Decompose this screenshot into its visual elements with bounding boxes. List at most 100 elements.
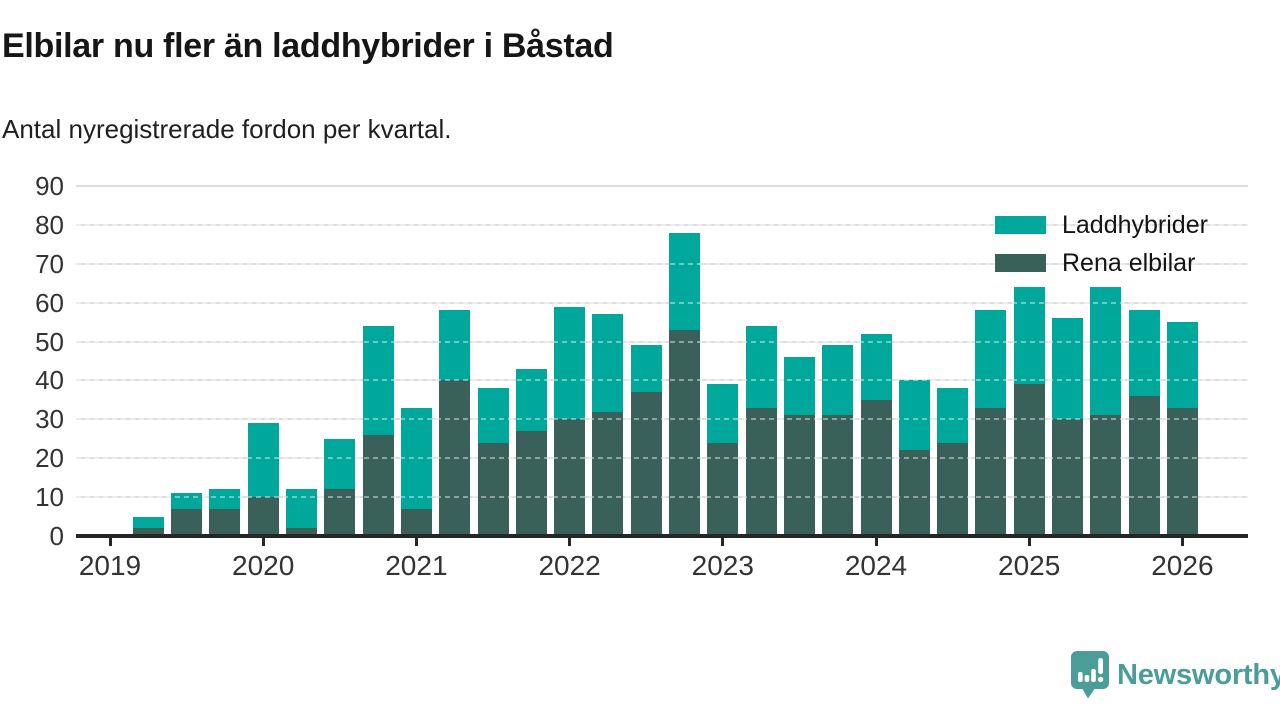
bar-segment-elbilar xyxy=(209,508,241,536)
y-axis-tick-label: 50 xyxy=(35,326,64,357)
gridline-overlay xyxy=(76,223,1248,226)
x-axis-year-label: 2022 xyxy=(538,550,601,581)
brand-name: Newsworthy xyxy=(1117,658,1280,691)
y-axis-tick-label: 80 xyxy=(35,209,64,240)
gridline-y-50 xyxy=(76,340,1248,343)
y-axis-tick-label: 60 xyxy=(35,287,64,318)
y-axis-tick-label: 90 xyxy=(35,171,64,201)
bar-segment-laddhybrider xyxy=(975,310,1007,408)
bar-segment-elbilar xyxy=(898,450,930,536)
gridline-overlay xyxy=(76,496,1248,499)
bar-segment-elbilar xyxy=(745,407,777,536)
gridline-y-80 xyxy=(76,223,1248,226)
bar-segment-laddhybrider xyxy=(745,326,777,408)
chart-subtitle: Antal nyregistrerade fordon per kvartal. xyxy=(2,114,452,144)
x-axis-line xyxy=(76,534,1248,538)
legend-item: Laddhybrider xyxy=(995,206,1208,244)
bar-segment-elbilar xyxy=(1166,407,1198,536)
bar-segment-laddhybrider xyxy=(783,357,815,416)
bar-segment-elbilar xyxy=(1013,384,1045,536)
x-axis-tick xyxy=(414,538,418,546)
bar-segment-laddhybrider xyxy=(898,380,930,451)
x-axis-tick xyxy=(108,538,112,546)
bar-segment-elbilar xyxy=(783,415,815,536)
bar-segment-laddhybrider xyxy=(400,407,432,509)
legend-swatch xyxy=(995,254,1046,272)
bar-segment-elbilar xyxy=(1128,396,1160,536)
bar-segment-laddhybrider xyxy=(362,326,394,435)
x-axis-year-label: 2019 xyxy=(78,550,142,581)
bar-segment-laddhybrider xyxy=(132,516,164,529)
bar-segment-elbilar xyxy=(477,442,509,536)
bar-segment-elbilar xyxy=(247,497,279,536)
x-axis-tick xyxy=(874,538,878,546)
bar-chart-speech-bubble-icon xyxy=(1071,651,1109,699)
bar-segment-laddhybrider xyxy=(860,333,892,400)
gridline-y-40 xyxy=(76,379,1248,382)
x-axis-year-label: 2020 xyxy=(232,550,295,581)
bar-segment-elbilar xyxy=(860,399,892,536)
bar-segment-laddhybrider xyxy=(822,345,854,416)
gridline-overlay xyxy=(76,418,1248,421)
gridline-y-60 xyxy=(76,301,1248,304)
gridline-overlay xyxy=(76,301,1248,304)
gridline-y-70 xyxy=(76,262,1248,265)
x-axis-tick xyxy=(261,538,265,546)
gridline-overlay xyxy=(76,262,1248,265)
x-axis-tick xyxy=(568,538,572,546)
legend-label: Laddhybrider xyxy=(1062,210,1208,239)
bar-segment-laddhybrider xyxy=(1013,287,1045,385)
legend-label: Rena elbilar xyxy=(1062,248,1196,277)
bar-segment-laddhybrider xyxy=(286,489,317,529)
bar-segment-elbilar xyxy=(554,419,586,536)
bar-segment-laddhybrider xyxy=(209,489,241,509)
gridline-y-10 xyxy=(76,496,1248,499)
bar-segment-elbilar xyxy=(707,442,739,536)
x-axis-year-label: 2023 xyxy=(691,550,754,581)
bar-segment-laddhybrider xyxy=(592,314,624,412)
x-axis-year-label: 2021 xyxy=(385,550,448,581)
y-axis-tick-label: 0 xyxy=(49,521,64,551)
gridline-overlay xyxy=(76,340,1248,343)
newsworthy-brand[interactable]: Newsworthy xyxy=(1071,651,1280,699)
bar-segment-elbilar xyxy=(324,489,356,536)
bar-segment-elbilar xyxy=(822,415,854,536)
bar-segment-elbilar xyxy=(515,431,547,536)
bar-segment-elbilar xyxy=(669,329,700,536)
bar-segment-elbilar xyxy=(630,392,662,536)
gridline-y-20 xyxy=(76,457,1248,460)
bar-segment-laddhybrider xyxy=(937,388,969,443)
gridline-y-30 xyxy=(76,418,1248,421)
bar-segment-laddhybrider xyxy=(439,310,471,381)
bar-segment-laddhybrider xyxy=(324,438,356,490)
bar-segment-elbilar xyxy=(171,508,203,536)
bar-segment-laddhybrider xyxy=(247,423,279,498)
bar-segment-laddhybrider xyxy=(515,368,547,431)
bar-segment-elbilar xyxy=(400,508,432,536)
bar-segment-elbilar xyxy=(286,528,317,536)
x-axis-year-label: 2024 xyxy=(844,550,908,581)
bar-segment-elbilar xyxy=(1090,415,1122,536)
bar-segment-elbilar xyxy=(439,380,471,536)
bar-segment-elbilar xyxy=(1052,419,1083,536)
gridline-y-90 xyxy=(76,185,1248,187)
page-title: Elbilar nu fler än laddhybrider i Båstad xyxy=(2,27,614,65)
y-axis-tick-label: 40 xyxy=(35,365,64,396)
bar-segment-laddhybrider xyxy=(1166,322,1198,408)
bar-segment-elbilar xyxy=(975,407,1007,536)
bar-segment-laddhybrider xyxy=(630,345,662,393)
y-axis-tick-label: 20 xyxy=(35,443,64,474)
x-axis-year-label: 2026 xyxy=(1151,550,1214,581)
x-axis-tick xyxy=(1027,538,1031,546)
bar-segment-elbilar xyxy=(592,411,624,536)
chart-legend: Laddhybrider Rena elbilar xyxy=(995,206,1208,282)
legend-item: Rena elbilar xyxy=(995,244,1208,282)
gridline-overlay xyxy=(76,457,1248,460)
gridline-overlay xyxy=(76,379,1248,382)
bar-segment-laddhybrider xyxy=(477,388,509,443)
bar-segment-elbilar xyxy=(132,528,164,536)
y-axis-tick-label: 30 xyxy=(35,404,64,435)
bar-segment-elbilar xyxy=(937,442,969,536)
